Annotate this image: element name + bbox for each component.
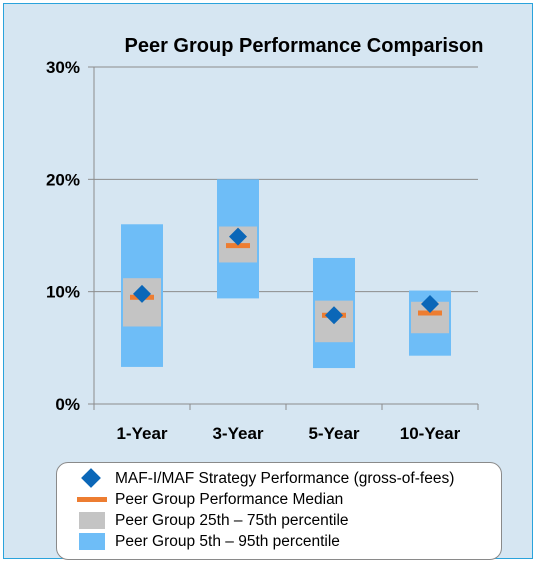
x-tick-layer: 1-Year 3-Year 5-Year 10-Year	[116, 424, 460, 443]
legend-label-strategy: MAF-I/MAF Strategy Performance (gross-of…	[115, 469, 455, 487]
strategy-point	[133, 284, 151, 303]
x-tick-label: 1-Year	[116, 424, 167, 443]
legend: MAF-I/MAF Strategy Performance (gross-of…	[56, 462, 502, 560]
legend-item-median: Peer Group Performance Median	[75, 489, 501, 510]
legend-label-iqr: Peer Group 25th – 75th percentile	[115, 511, 349, 529]
y-tick-label: 10%	[46, 283, 80, 302]
strategy-point	[229, 227, 247, 246]
strategy-diamond-icon	[81, 468, 101, 488]
legend-item-strategy: MAF-I/MAF Strategy Performance (gross-of…	[75, 468, 501, 489]
y-tick-label: 20%	[46, 170, 80, 189]
legend-item-range: Peer Group 5th – 95th percentile	[75, 531, 501, 552]
y-tick-label: 0%	[55, 395, 80, 414]
chart-title: Peer Group Performance Comparison	[125, 35, 484, 57]
y-tick-label: 30%	[46, 58, 80, 77]
x-tick-label: 10-Year	[400, 424, 461, 443]
legend-label-range: Peer Group 5th – 95th percentile	[115, 532, 340, 550]
chart-frame: Peer Group Performance Comparison 0% 10% 2…	[3, 3, 533, 560]
bars-layer	[121, 179, 451, 369]
legend-label-median: Peer Group Performance Median	[115, 490, 344, 508]
range-box-icon	[79, 533, 105, 550]
median-dash-icon	[77, 497, 107, 502]
chart-svg: Peer Group Performance Comparison 0% 10% 2…	[46, 35, 484, 443]
y-tick-layer: 0% 10% 20% 30%	[46, 58, 80, 414]
iqr-box-icon	[79, 512, 105, 529]
x-tick-label: 3-Year	[212, 424, 263, 443]
strategy-point	[421, 295, 439, 314]
x-tick-label: 5-Year	[308, 424, 359, 443]
legend-item-iqr: Peer Group 25th – 75th percentile	[75, 510, 501, 531]
strategy-point	[325, 306, 343, 325]
